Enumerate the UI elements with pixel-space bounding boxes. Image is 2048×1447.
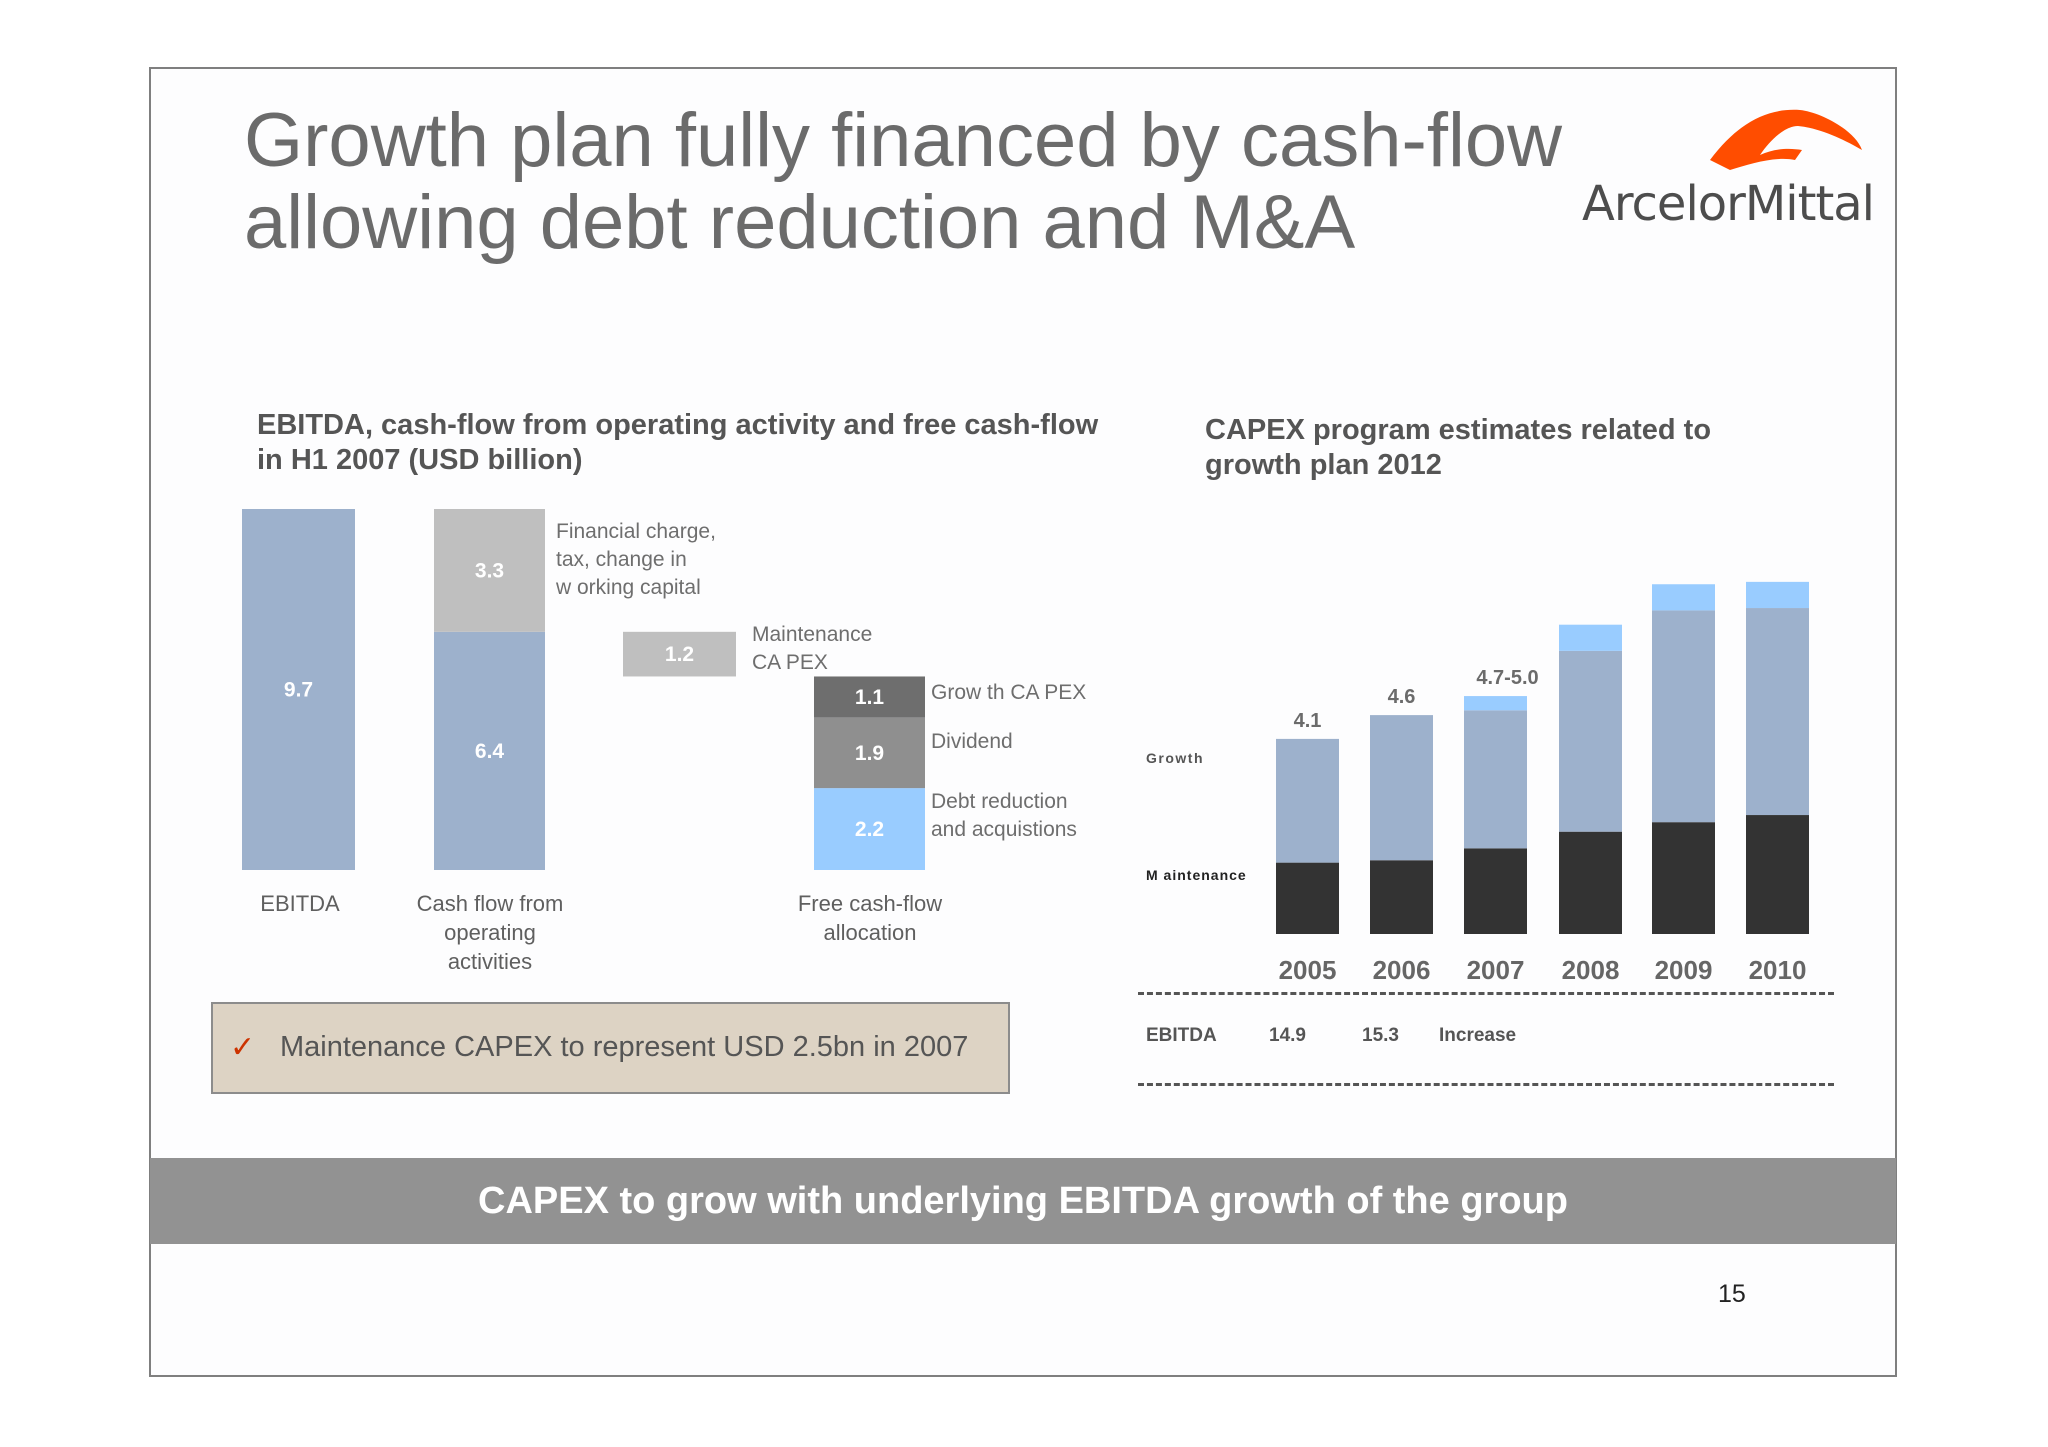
capex-bar-2009-series-3 xyxy=(1652,584,1715,611)
capex-bar-2010-maintenance xyxy=(1746,815,1809,934)
category-label-cash-flow-line-3: activities xyxy=(447,949,533,974)
maintenance-capex-label-line-1: Maintenance xyxy=(752,623,873,646)
waterfall-value-financial-charge-tax-change-in-working-capital: 3.3 xyxy=(475,559,504,582)
category-label-ebitda: EBITDA xyxy=(260,891,340,916)
capex-bar-2008-maintenance xyxy=(1559,831,1622,934)
ebitda-row-label: EBITDA xyxy=(1146,1025,1217,1046)
capex-bar-2008-series-3 xyxy=(1559,624,1622,651)
category-label-free-cash-flow-line-1: Free cash-flow xyxy=(797,891,943,916)
capex-bar-2008-growth xyxy=(1559,650,1622,832)
conclusion-banner xyxy=(150,1158,1896,1244)
debt-reduction-label-line-2: and acquistions xyxy=(931,818,1077,841)
left-chart-title-line-1: EBITDA, cash-flow from operating activit… xyxy=(257,409,1099,441)
dashed-divider-bottom xyxy=(1138,1083,1834,1086)
debt-reduction-label-line-1: Debt reduction xyxy=(931,790,1068,813)
capex-total-label-2005: 4.1 xyxy=(1294,710,1322,732)
capex-bar-2009-maintenance xyxy=(1652,822,1715,934)
category-label-cash-flow: Cash flow from operating activities xyxy=(390,889,590,976)
title-line-2: allowing debt reduction and M&A xyxy=(244,180,1356,265)
category-label-cash-flow-line-2: operating xyxy=(444,920,536,945)
capex-bar-2010-growth xyxy=(1746,608,1809,816)
capex-x-tick-2007: 2007 xyxy=(1467,955,1525,985)
waterfall-bar-ebitda xyxy=(242,509,355,870)
waterfall-value-debt-reduction-and-acquistions: 2.2 xyxy=(855,818,884,841)
capex-bar-2006-maintenance xyxy=(1370,860,1433,934)
capex-x-tick-2005: 2005 xyxy=(1279,955,1337,985)
financial-charge-label-line-3: w orking capital xyxy=(556,576,701,599)
right-chart-title-line-2: growth plan 2012 xyxy=(1205,449,1442,481)
waterfall-bar-growth-capex xyxy=(814,676,925,718)
capex-bar-2009-growth xyxy=(1652,610,1715,823)
waterfall-value-dividend: 1.9 xyxy=(855,742,884,765)
page-number: 15 xyxy=(1718,1280,1746,1308)
maintenance-capex-label-line-2: CA PEX xyxy=(752,651,828,674)
waterfall-value-growth-capex: 1.1 xyxy=(855,686,885,709)
capex-x-tick-2008: 2008 xyxy=(1562,955,1620,985)
waterfall-value-maintenance-capex: 1.2 xyxy=(665,643,694,666)
category-label-cash-flow-line-1: Cash flow from xyxy=(416,891,564,916)
capex-bar-2007-maintenance xyxy=(1464,848,1527,934)
waterfall-value-ebitda: 9.7 xyxy=(284,679,313,702)
waterfall-bar-debt-reduction-and-acquistions xyxy=(814,788,925,870)
checkmark-icon: ✓ xyxy=(230,1031,256,1064)
financial-charge-label-line-1: Financial charge, xyxy=(556,520,716,543)
capex-total-label-2007: 4.7-5.0 xyxy=(1476,667,1538,689)
conclusion-banner-text: CAPEX to grow with underlying EBITDA gro… xyxy=(478,1180,1568,1222)
right-chart-title: CAPEX program estimates related to growt… xyxy=(1205,413,1711,483)
dividend-label: Dividend xyxy=(931,730,1013,753)
maintenance-capex-label: Maintenance CA PEX xyxy=(752,621,872,677)
note-text: Maintenance CAPEX to represent USD 2.5bn… xyxy=(280,1031,969,1063)
financial-charge-label: Financial charge, tax, change in w orkin… xyxy=(556,518,716,602)
capex-bar-2006-growth xyxy=(1370,715,1433,861)
category-label-free-cash-flow-line-2: allocation xyxy=(823,920,917,945)
left-chart-title-line-2: in H1 2007 (USD billion) xyxy=(257,444,583,476)
left-chart-title: EBITDA, cash-flow from operating activit… xyxy=(257,408,1098,478)
ebitda-2005-value: 14.9 xyxy=(1269,1025,1306,1046)
waterfall-value-cash-flow-from-operating-activities: 6.4 xyxy=(475,740,505,763)
category-label-free-cash-flow: Free cash-flow allocation xyxy=(770,889,970,947)
dashed-divider-top xyxy=(1138,992,1834,995)
debt-reduction-label: Debt reduction and acquistions xyxy=(931,788,1077,844)
arcelormittal-swoosh-icon xyxy=(1710,109,1862,170)
financial-charge-label-line-2: tax, change in xyxy=(556,548,687,571)
ebitda-2006-value: 15.3 xyxy=(1362,1025,1399,1046)
capex-total-label-2006: 4.6 xyxy=(1388,686,1416,708)
page-title: Growth plan fully financed by cash-flow … xyxy=(244,100,1562,264)
capex-bar-2005-growth xyxy=(1276,738,1339,863)
waterfall-bar-maintenance-capex xyxy=(623,631,736,677)
capex-x-tick-2010: 2010 xyxy=(1749,955,1807,985)
waterfall-bar-financial-charge-tax-change-in-working-capital xyxy=(434,509,545,632)
capex-maintenance-axis-label: M aintenance xyxy=(1146,867,1247,883)
capex-bar-2005-maintenance xyxy=(1276,862,1339,934)
capex-x-tick-2006: 2006 xyxy=(1373,955,1431,985)
waterfall-bar-cash-flow-from-operating-activities xyxy=(434,631,545,870)
logo-text: ArcelorMittal xyxy=(1582,176,1875,232)
capex-bar-2007-series-3 xyxy=(1464,696,1527,711)
right-chart-title-line-1: CAPEX program estimates related to xyxy=(1205,414,1712,446)
ebitda-2007-value: Increase xyxy=(1439,1025,1517,1046)
waterfall-bar-dividend xyxy=(814,717,925,789)
note-box xyxy=(211,1002,1010,1094)
capex-growth-axis-label: Growth xyxy=(1146,750,1204,766)
capex-bar-2010-series-3 xyxy=(1746,581,1809,609)
capex-x-tick-2009: 2009 xyxy=(1655,955,1713,985)
growth-capex-label: Grow th CA PEX xyxy=(931,681,1087,704)
capex-bar-2007-growth xyxy=(1464,710,1527,849)
title-line-1: Growth plan fully financed by cash-flow xyxy=(244,98,1562,183)
